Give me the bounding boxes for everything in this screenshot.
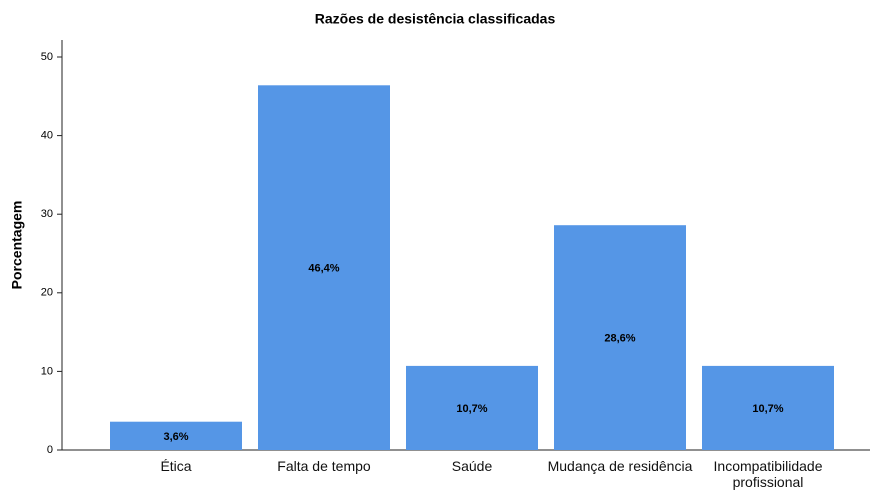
y-tick-label: 50 <box>41 51 53 63</box>
y-tick-label: 30 <box>41 208 53 220</box>
x-tick-label: Ética <box>160 458 192 474</box>
bar <box>110 421 242 450</box>
y-tick-label: 0 <box>47 444 53 456</box>
y-tick-label: 10 <box>41 365 53 377</box>
bar <box>258 85 390 451</box>
value-label: 10,7% <box>456 403 487 415</box>
bar <box>406 365 538 450</box>
y-axis-label: Porcentagem <box>9 201 25 290</box>
x-tick-label: Mudança de residência <box>547 458 693 474</box>
chart-title: Razões de desistência classificadas <box>315 11 556 27</box>
value-label: 46,4% <box>308 263 339 275</box>
x-tick-label: Incompatibilidade profissional <box>713 458 823 490</box>
value-label: 3,6% <box>163 431 188 443</box>
x-tick-label: Saúde <box>451 458 493 474</box>
bar <box>554 225 686 450</box>
bar <box>702 365 834 450</box>
x-tick-label: Falta de tempo <box>277 458 371 474</box>
value-label: 28,6% <box>604 333 635 345</box>
y-tick-label: 40 <box>41 130 53 142</box>
y-tick-label: 20 <box>41 287 53 299</box>
value-label: 10,7% <box>752 403 783 415</box>
